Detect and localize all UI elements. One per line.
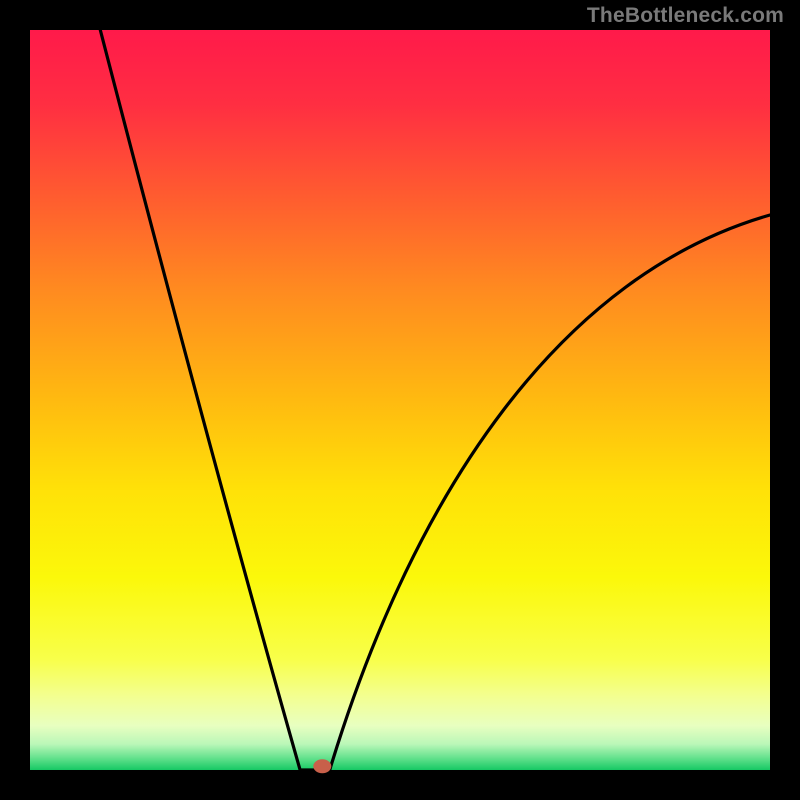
chart-frame: TheBottleneck.com (0, 0, 800, 800)
bottleneck-curve-chart (0, 0, 800, 800)
plot-background (30, 30, 770, 770)
optimum-marker (313, 759, 331, 773)
watermark-text: TheBottleneck.com (587, 4, 784, 28)
